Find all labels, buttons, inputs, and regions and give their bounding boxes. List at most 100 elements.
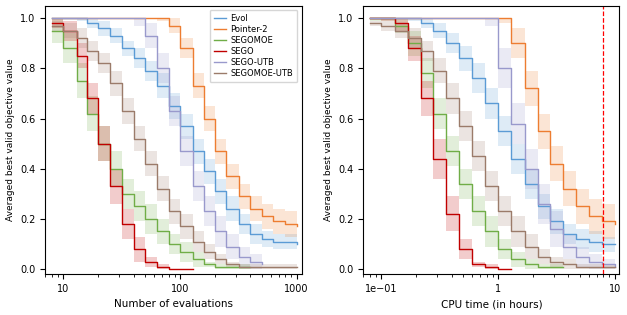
Pointer-2 <box>73 16 80 20</box>
Pointer-2 <box>141 16 149 20</box>
SEGOMOE-UTB <box>165 209 172 213</box>
SEGOMOE <box>176 250 184 254</box>
SEGO-UTB <box>246 260 254 264</box>
SEGOMOE <box>119 192 126 196</box>
SEGOMOE <box>153 230 161 233</box>
SEGOMOE <box>48 29 56 32</box>
Pointer-2 <box>235 194 243 198</box>
Pointer-2 <box>48 16 56 20</box>
SEGO-UTB <box>83 16 91 20</box>
SEGOMOE <box>211 265 219 268</box>
Pointer-2 <box>211 149 219 153</box>
SEGOMOE <box>60 46 67 50</box>
Pointer-2 <box>130 16 137 20</box>
SEGOMOE-UTB <box>282 265 289 268</box>
SEGO-UTB <box>130 16 137 20</box>
Y-axis label: Averaged best valid objective value: Averaged best valid objective value <box>324 59 332 221</box>
SEGO-UTB <box>189 184 197 188</box>
Evol <box>83 21 91 25</box>
Evol <box>165 104 172 108</box>
Legend: Evol, Pointer-2, SEGOMOE, SEGO, SEGO-UTB, SEGOMOE-UTB: Evol, Pointer-2, SEGOMOE, SEGO, SEGO-UTB… <box>209 10 297 83</box>
Pointer-2 <box>165 24 172 27</box>
SEGO <box>165 267 172 271</box>
SEGO-UTB <box>119 16 126 20</box>
SEGOMOE-UTB <box>119 109 126 113</box>
SEGOMOE-UTB <box>130 137 137 140</box>
SEGOMOE <box>141 217 149 221</box>
Pointer-2 <box>60 16 67 20</box>
SEGOMOE-UTB <box>141 162 149 166</box>
Pointer-2 <box>246 207 254 211</box>
SEGOMOE-UTB <box>106 82 113 85</box>
X-axis label: CPU time (in hours): CPU time (in hours) <box>441 300 542 309</box>
Evol <box>293 242 300 246</box>
SEGOMOE-UTB <box>73 36 80 40</box>
Line: SEGO: SEGO <box>52 23 193 269</box>
SEGO-UTB <box>200 209 208 213</box>
SEGOMOE-UTB <box>83 49 91 53</box>
SEGOMOE-UTB <box>60 29 67 32</box>
Evol <box>153 84 161 88</box>
SEGOMOE <box>235 265 243 268</box>
SEGO-UTB <box>176 149 184 153</box>
Evol <box>119 46 126 50</box>
SEGO-UTB <box>95 16 102 20</box>
SEGO <box>106 184 113 188</box>
SEGO-UTB <box>106 16 113 20</box>
SEGOMOE-UTB <box>176 225 184 228</box>
Line: Evol: Evol <box>52 18 297 244</box>
Pointer-2 <box>189 84 197 88</box>
SEGOMOE-UTB <box>258 265 265 268</box>
Evol <box>258 237 265 241</box>
SEGO-UTB <box>60 16 67 20</box>
Pointer-2 <box>270 220 277 223</box>
Pointer-2 <box>282 222 289 226</box>
SEGOMOE-UTB <box>270 265 277 268</box>
Evol <box>211 189 219 193</box>
SEGO <box>83 97 91 100</box>
SEGOMOE-UTB <box>293 265 300 268</box>
Evol <box>223 207 230 211</box>
SEGOMOE-UTB <box>235 265 243 268</box>
SEGOMOE <box>83 112 91 115</box>
SEGOMOE-UTB <box>200 250 208 254</box>
Evol <box>60 16 67 20</box>
Evol <box>141 69 149 73</box>
SEGOMOE-UTB <box>48 24 56 27</box>
SEGOMOE-UTB <box>189 240 197 243</box>
SEGOMOE-UTB <box>246 265 254 268</box>
Pointer-2 <box>200 117 208 120</box>
SEGOMOE <box>130 204 137 208</box>
Pointer-2 <box>153 16 161 20</box>
SEGO-UTB <box>235 255 243 259</box>
SEGOMOE-UTB <box>95 61 102 65</box>
SEGO-UTB <box>258 262 265 266</box>
SEGOMOE-UTB <box>211 257 219 261</box>
SEGOMOE <box>73 79 80 83</box>
Line: SEGO-UTB: SEGO-UTB <box>52 18 261 264</box>
Evol <box>130 56 137 60</box>
Pointer-2 <box>95 16 102 20</box>
SEGOMOE-UTB <box>153 187 161 191</box>
Evol <box>282 240 289 243</box>
Pointer-2 <box>106 16 113 20</box>
SEGO-UTB <box>165 109 172 113</box>
SEGO <box>153 265 161 268</box>
SEGOMOE-UTB <box>223 262 230 266</box>
SEGO <box>95 142 102 146</box>
SEGOMOE <box>246 265 254 268</box>
Evol <box>95 26 102 30</box>
Evol <box>176 124 184 128</box>
SEGO <box>130 247 137 251</box>
X-axis label: Number of evaluations: Number of evaluations <box>114 300 233 309</box>
SEGO-UTB <box>211 230 219 233</box>
SEGOMOE <box>189 257 197 261</box>
Evol <box>270 240 277 243</box>
SEGO <box>48 21 56 25</box>
Pointer-2 <box>258 215 265 218</box>
SEGOMOE <box>95 142 102 146</box>
SEGO <box>119 222 126 226</box>
SEGO-UTB <box>48 16 56 20</box>
SEGO-UTB <box>223 245 230 249</box>
Evol <box>106 34 113 37</box>
